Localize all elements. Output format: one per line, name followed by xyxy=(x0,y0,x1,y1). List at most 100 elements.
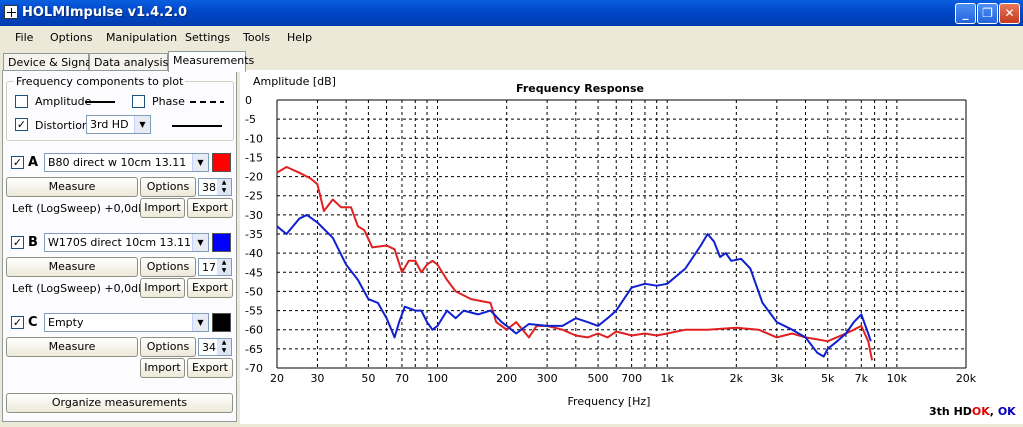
measurement-a-checkbox[interactable]: ✓ xyxy=(11,156,24,169)
x-tick-label: 3k xyxy=(770,372,784,385)
measurement-b-measure-button[interactable]: Measure xyxy=(6,257,138,277)
menu-options[interactable]: Options xyxy=(50,31,93,44)
tab-device-signal[interactable]: Device & Signal xyxy=(3,53,95,71)
chart-svg: Frequency Response Amplitude [dB] Freque… xyxy=(245,75,977,408)
chart-lines xyxy=(276,166,874,361)
measurement-b-letter: B xyxy=(28,235,38,250)
status-sep: , xyxy=(989,405,998,418)
measurement-a-measure-button[interactable]: Measure xyxy=(6,177,138,197)
measurement-a-color-swatch[interactable] xyxy=(212,153,231,172)
spin-down-icon[interactable]: ▼ xyxy=(217,187,231,195)
chevron-down-icon[interactable]: ▼ xyxy=(134,116,150,133)
measurement-c-measure-button[interactable]: Measure xyxy=(6,337,138,357)
x-tick-label: 50 xyxy=(361,372,375,385)
measurement-b-name: W170S direct 10cm 13.11 xyxy=(48,236,192,249)
measurement-b-spinner[interactable]: 17 ▲ ▼ xyxy=(198,258,232,276)
measurement-b-select[interactable]: W170S direct 10cm 13.11 ▼ xyxy=(44,233,209,252)
y-tick-label: -50 xyxy=(245,285,263,298)
x-tick-label: 30 xyxy=(310,372,324,385)
measurement-c-import-button[interactable]: Import xyxy=(140,358,185,378)
y-tick-label: -40 xyxy=(245,247,263,260)
y-tick-label: -30 xyxy=(245,209,263,222)
menu-settings[interactable]: Settings xyxy=(185,31,231,44)
maximize-button[interactable]: ❐ xyxy=(977,3,998,24)
title-bar: HOLMImpulse v1.4.2.0 _ ❐ ✕ xyxy=(0,0,1023,26)
measurement-b-import-button[interactable]: Import xyxy=(140,278,185,298)
measurement-a-select[interactable]: B80 direct w 10cm 13.11 ▼ xyxy=(44,153,209,172)
distortion-line-sample xyxy=(172,125,222,127)
measurement-c-color-swatch[interactable] xyxy=(212,313,231,332)
measurements-panel: Frequency components to plot Amplitude P… xyxy=(2,70,237,422)
measurement-a-options-button[interactable]: Options xyxy=(140,177,196,197)
measurement-a-letter: A xyxy=(28,155,39,170)
spin-up-icon[interactable]: ▲ xyxy=(217,179,231,187)
x-tick-label: 7k xyxy=(855,372,869,385)
x-tick-label: 10k xyxy=(887,372,908,385)
y-tick-label: -55 xyxy=(245,305,263,318)
tab-data-analysis[interactable]: Data analysis xyxy=(89,53,168,71)
measurement-b-options-button[interactable]: Options xyxy=(140,257,196,277)
organize-measurements-button[interactable]: Organize measurements xyxy=(6,393,233,413)
distortion-value: 3rd HD xyxy=(90,118,129,131)
x-tick-label: 700 xyxy=(621,372,642,385)
tab-measurements[interactable]: Measurements xyxy=(168,51,254,72)
menu-manipulation[interactable]: Manipulation xyxy=(106,31,178,44)
distortion-label: Distortion xyxy=(35,119,89,132)
distortion-select[interactable]: 3rd HD ▼ xyxy=(86,115,151,134)
measurement-b-export-button[interactable]: Export xyxy=(187,278,233,298)
chevron-down-icon[interactable]: ▼ xyxy=(192,154,208,171)
x-tick-label: 500 xyxy=(588,372,609,385)
y-tick-label: -5 xyxy=(245,113,256,126)
y-tick-label: -10 xyxy=(245,132,263,145)
y-tick-label: -60 xyxy=(245,324,263,337)
menu-bar: File Options Manipulation Settings Tools… xyxy=(0,27,1023,49)
measurement-b-checkbox[interactable]: ✓ xyxy=(11,236,24,249)
menu-help[interactable]: Help xyxy=(287,31,313,44)
spin-up-icon[interactable]: ▲ xyxy=(217,339,231,347)
measurement-c-select[interactable]: Empty ▼ xyxy=(44,313,209,332)
x-tick-label: 20k xyxy=(956,372,977,385)
x-tick-label: 100 xyxy=(427,372,448,385)
close-button[interactable]: ✕ xyxy=(999,3,1020,24)
measurement-b-spin-value: 17 xyxy=(202,261,216,274)
chart-ticks: 0 -5 -10 -15 -20 -25 -30 -35 -40 -45 -50 -55 -60 -65 -… xyxy=(245,94,977,385)
x-tick-label: 70 xyxy=(395,372,409,385)
y-tick-label: -45 xyxy=(245,266,263,279)
measurement-b-color-swatch[interactable] xyxy=(212,233,231,252)
minimize-button[interactable]: _ xyxy=(955,3,976,24)
x-tick-label: 20 xyxy=(270,372,284,385)
measurement-a-import-button[interactable]: Import xyxy=(140,198,185,218)
frequency-components-title: Frequency components to plot xyxy=(14,75,186,88)
series-line-a xyxy=(276,166,874,361)
menu-tools[interactable]: Tools xyxy=(243,31,271,44)
spin-down-icon[interactable]: ▼ xyxy=(217,347,231,355)
measurement-c-export-button[interactable]: Export xyxy=(187,358,233,378)
amplitude-label: Amplitude xyxy=(35,95,92,108)
measurement-c-checkbox[interactable]: ✓ xyxy=(11,316,24,329)
chevron-down-icon[interactable]: ▼ xyxy=(192,314,208,331)
measurement-c-spin-value: 34 xyxy=(202,341,216,354)
window-title: HOLMImpulse v1.4.2.0 xyxy=(22,5,188,20)
measurement-c-spinner[interactable]: 34 ▲ ▼ xyxy=(198,338,232,356)
spin-up-icon[interactable]: ▲ xyxy=(217,259,231,267)
measurement-a-spinner[interactable]: 38 ▲ ▼ xyxy=(198,178,232,196)
measurement-b-info: Left (LogSweep) +0,0dB xyxy=(12,282,146,295)
distortion-checkbox[interactable]: ✓ xyxy=(15,118,28,131)
x-tick-label: 1k xyxy=(661,372,675,385)
amplitude-checkbox[interactable] xyxy=(15,95,28,108)
measurement-a-name: B80 direct w 10cm 13.11 xyxy=(48,156,187,169)
amplitude-line-sample xyxy=(85,101,115,103)
measurement-c-options-button[interactable]: Options xyxy=(140,337,196,357)
status-ok-blue: OK xyxy=(997,405,1016,418)
menu-file[interactable]: File xyxy=(15,31,34,44)
x-tick-label: 5k xyxy=(821,372,835,385)
chart-grid xyxy=(276,99,967,369)
y-tick-label: -25 xyxy=(245,190,263,203)
spin-down-icon[interactable]: ▼ xyxy=(217,267,231,275)
measurement-c-name: Empty xyxy=(48,316,84,329)
x-axis-label: Frequency [Hz] xyxy=(568,395,651,408)
chevron-down-icon[interactable]: ▼ xyxy=(192,234,208,251)
measurement-a-export-button[interactable]: Export xyxy=(187,198,233,218)
measurement-c-letter: C xyxy=(28,315,38,330)
phase-checkbox[interactable] xyxy=(132,95,145,108)
